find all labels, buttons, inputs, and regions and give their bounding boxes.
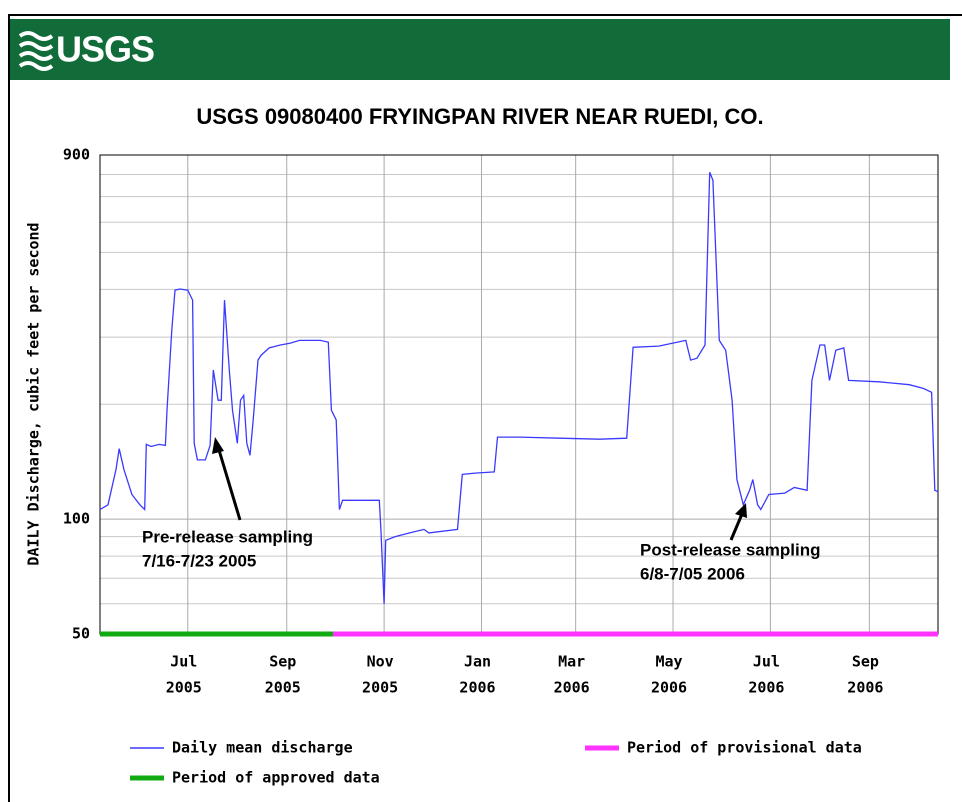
header-bar [10, 19, 950, 80]
y-axis-label: DAILY Discharge, cubic feet per second [25, 222, 43, 565]
x-tick-label: Jan [464, 653, 491, 671]
plot [99, 154, 939, 637]
legend-label: Period of provisional data [627, 739, 862, 757]
y-tick-label: 900 [63, 146, 90, 164]
y-tick-label: 50 [72, 625, 90, 643]
legend-label: Period of approved data [172, 769, 380, 787]
annotation-arrows [212, 437, 747, 541]
data-line [99, 172, 939, 604]
x-tick-label: Mar [558, 653, 585, 671]
annotation-text: Pre-release sampling [142, 527, 313, 546]
x-tick-label: Nov [367, 653, 394, 671]
x-tick-label: Jul [753, 653, 780, 671]
x-tick-label: 2006 [651, 679, 687, 697]
x-tick-label: 2006 [459, 679, 495, 697]
x-tick-label: Jul [170, 653, 197, 671]
legend-label: Daily mean discharge [172, 739, 353, 757]
x-tick-label: 2005 [362, 679, 398, 697]
annotation-text: 6/8-7/05 2006 [640, 564, 745, 583]
x-tick-label: 2006 [554, 679, 590, 697]
logo-icon [18, 31, 54, 71]
y-tick-label: 100 [63, 510, 90, 528]
chart-title: USGS 09080400 FRYINGPAN RIVER NEAR RUEDI… [196, 104, 763, 129]
annotation-text: 7/16-7/23 2005 [142, 551, 256, 570]
annotation-text: Post-release sampling [640, 540, 820, 559]
x-tick-label: 2005 [265, 679, 301, 697]
x-tick-label: 2006 [748, 679, 784, 697]
x-tick-label: Sep [852, 653, 879, 671]
logo-text: USGS [56, 29, 154, 70]
x-tick-label: 2005 [166, 679, 202, 697]
x-tick-label: May [655, 653, 682, 671]
x-tick-label: Sep [269, 653, 296, 671]
x-tick-label: 2006 [847, 679, 883, 697]
